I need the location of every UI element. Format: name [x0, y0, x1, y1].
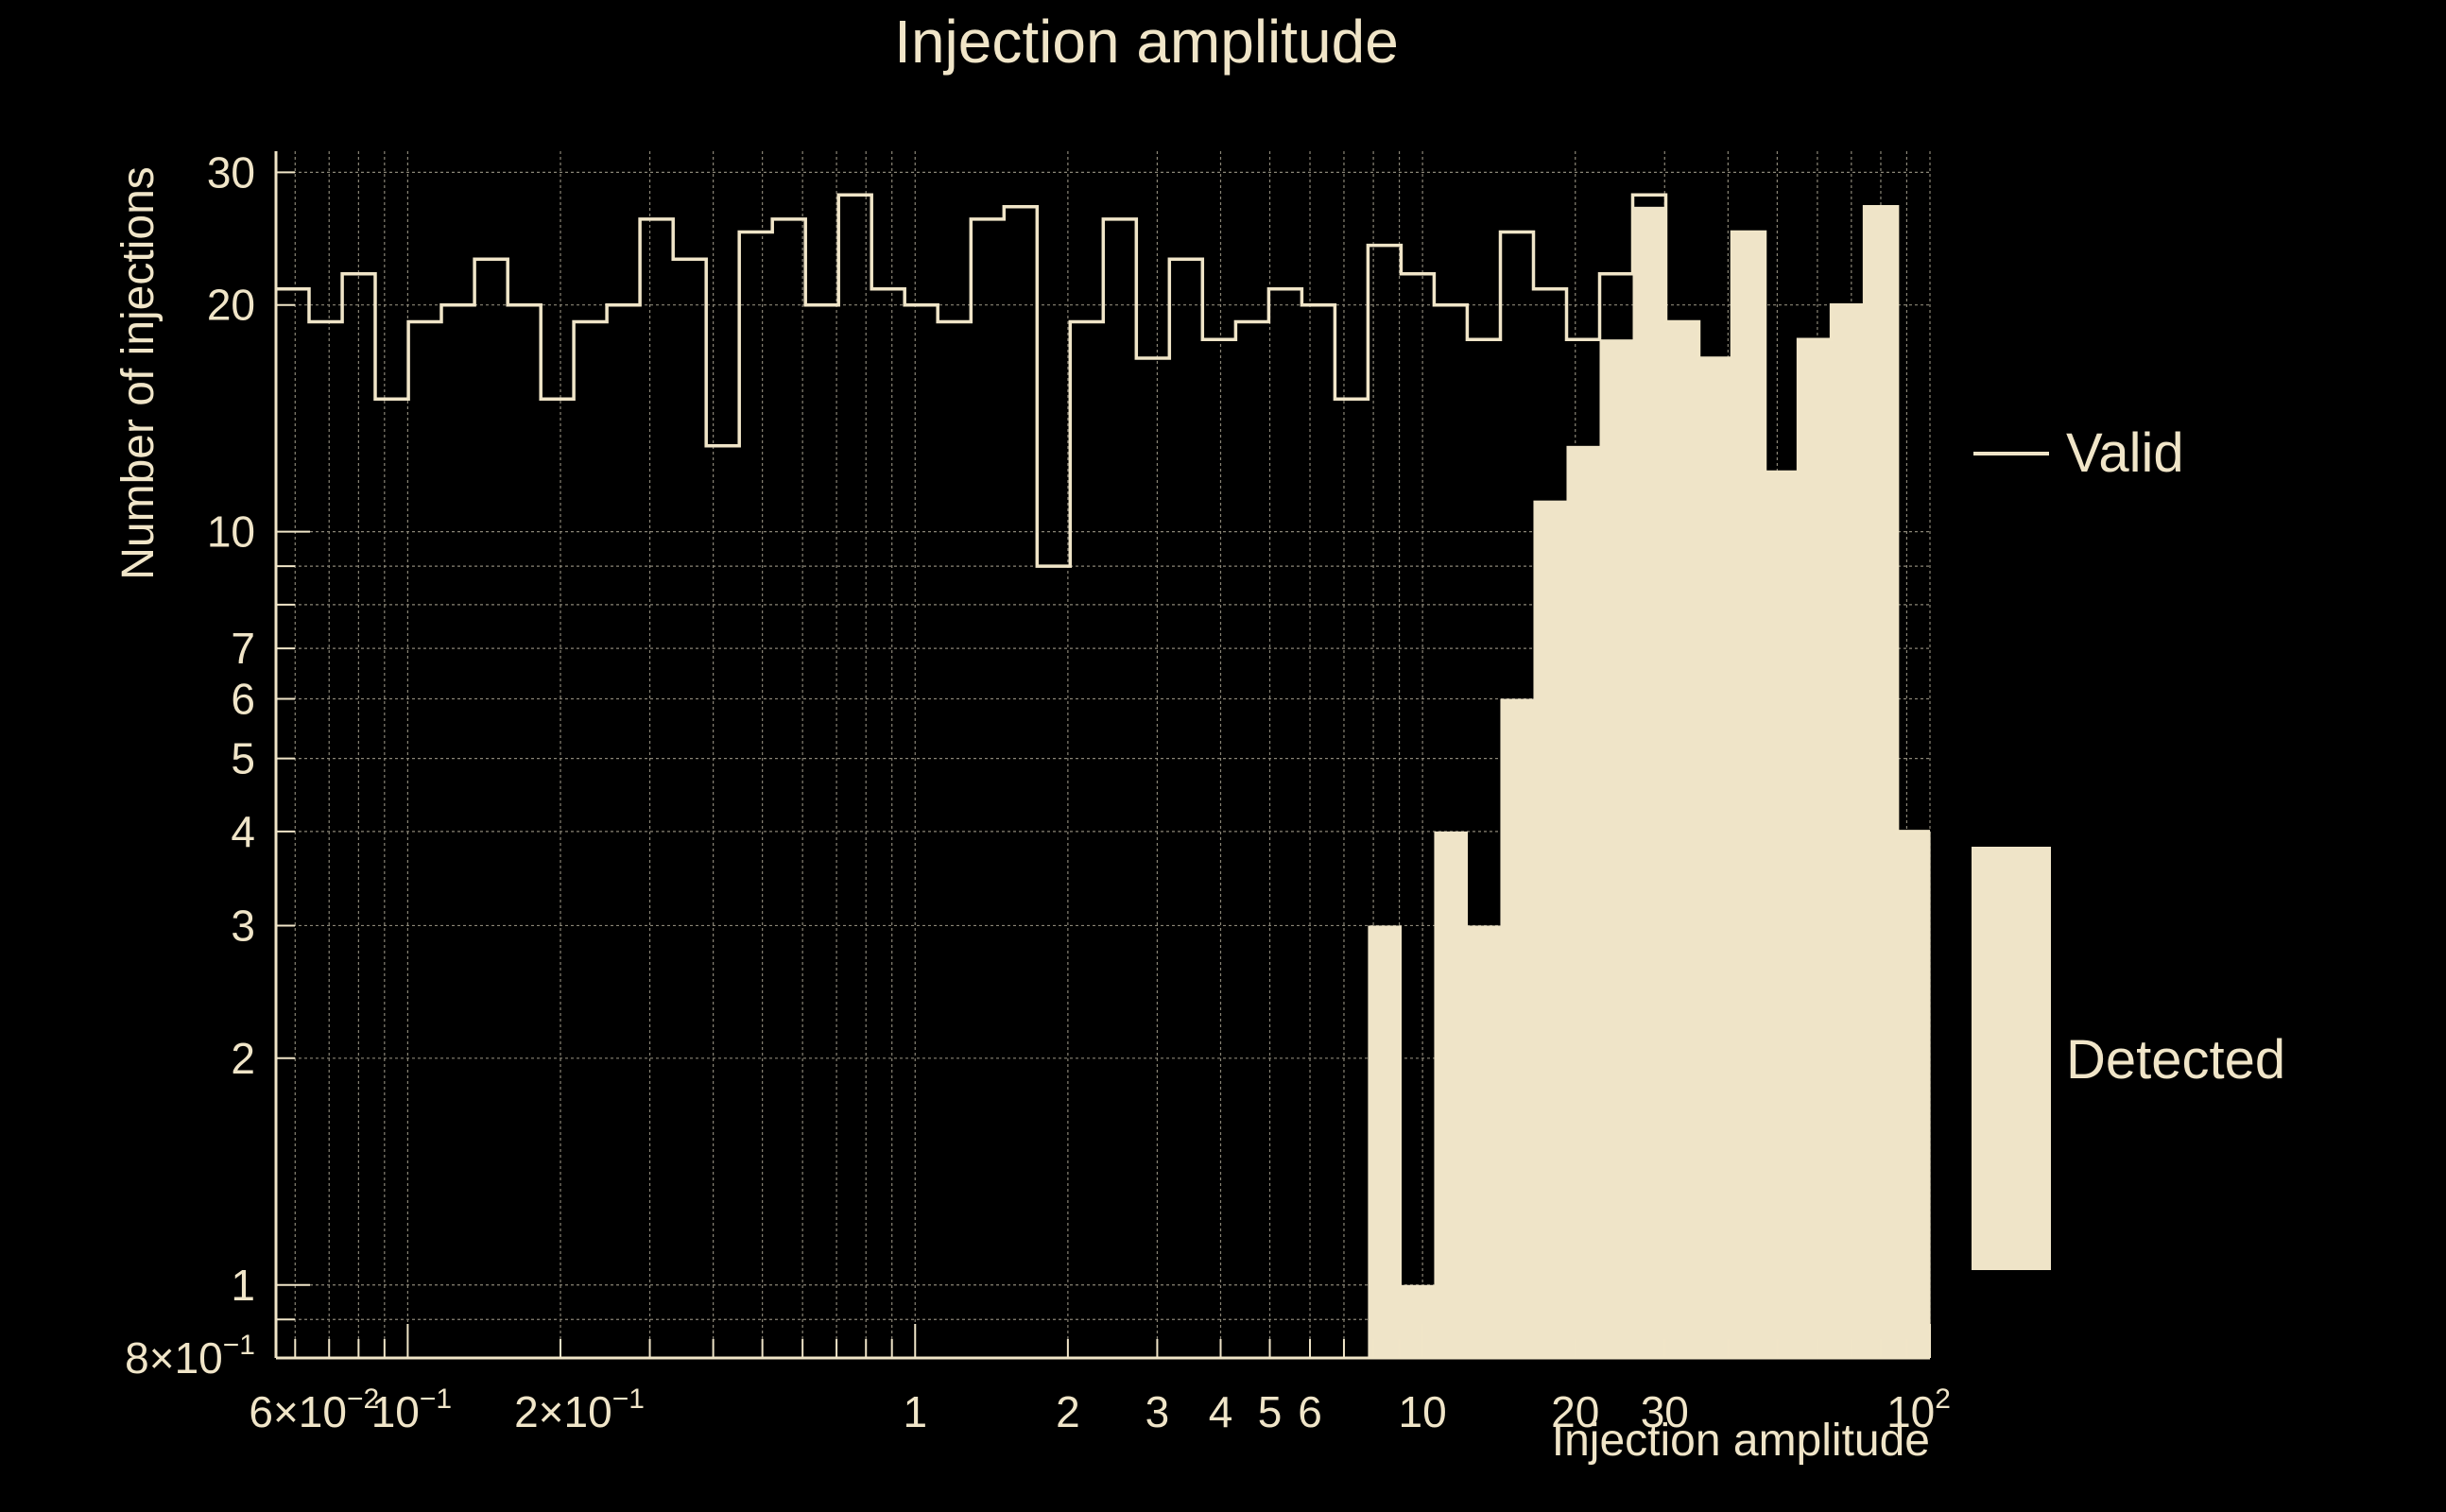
- x-tick-label: 2: [1056, 1387, 1080, 1436]
- detected-bar: [1533, 500, 1568, 1358]
- x-tick-label: 3: [1145, 1387, 1170, 1436]
- detected-bar: [1765, 472, 1800, 1358]
- chart-title: Injection amplitude: [894, 8, 1399, 76]
- axes: [274, 151, 1931, 1360]
- legend-detected-label: Detected: [2066, 1029, 2285, 1091]
- detected-bar: [1897, 831, 1931, 1358]
- x-tick-label: 10−1: [371, 1383, 452, 1436]
- detected-bar: [1566, 445, 1601, 1358]
- y-tick-label: 7: [231, 624, 255, 673]
- y-tick-labels: 8×10−1 1 2 3 4 5 67 10 20 30: [125, 147, 255, 1383]
- x-axis-label: Injection amplitude: [1552, 1416, 1930, 1466]
- x-tick-label: 5: [1258, 1387, 1283, 1436]
- x-tick-label: 20: [1551, 1387, 1599, 1436]
- y-tick-label: 30: [207, 147, 255, 197]
- detected-bar: [1731, 232, 1766, 1359]
- detected-bar: [1831, 304, 1866, 1359]
- y-tick-label: 4: [231, 807, 255, 856]
- legend: Valid Detected: [1972, 422, 2285, 1270]
- y-axis-label: Number of injections: [113, 166, 164, 580]
- x-tick-label: 6: [1298, 1387, 1322, 1436]
- detected-bar: [1434, 831, 1469, 1358]
- detected-bar: [1665, 321, 1700, 1359]
- detected-bar: [1467, 925, 1502, 1358]
- x-tick-label: 2×10−1: [514, 1383, 645, 1436]
- detected-bar: [1632, 206, 1667, 1358]
- legend-valid-label: Valid: [2066, 422, 2184, 484]
- valid-series-line: [276, 193, 1930, 833]
- x-tick-label: 6×10−2: [249, 1383, 379, 1436]
- detected-bar: [1698, 357, 1733, 1358]
- x-tick-labels: 6×10−210−1 2×10−1 1 2 3 4 5 6 10 20 30 102: [249, 1383, 1951, 1436]
- detected-bar: [1368, 925, 1403, 1358]
- detected-bar: [1401, 1284, 1436, 1358]
- y-tick-label: 1: [231, 1261, 255, 1310]
- y-tick-label: 20: [207, 281, 255, 330]
- detected-bar: [1500, 698, 1535, 1358]
- x-tick-label: 30: [1641, 1387, 1689, 1436]
- detected-bar: [1599, 339, 1634, 1359]
- x-tick-label: 1: [903, 1387, 927, 1436]
- legend-detected-swatch: [1972, 847, 2051, 1270]
- x-tick-label: 10: [1399, 1387, 1447, 1436]
- x-tick-label: 102: [1886, 1383, 1951, 1436]
- detected-bar: [1864, 206, 1899, 1358]
- detected-bar: [1798, 339, 1833, 1359]
- y-tick-label: 10: [207, 507, 255, 557]
- y-tick-label: 2: [231, 1034, 255, 1083]
- y-tick-label: 6: [231, 674, 255, 723]
- detected-series: [1368, 206, 1931, 1359]
- y-tick-label: 8×10−1: [125, 1330, 255, 1383]
- y-tick-label: 5: [231, 734, 255, 783]
- y-tick-label: 3: [231, 901, 255, 950]
- x-tick-label: 4: [1209, 1387, 1233, 1436]
